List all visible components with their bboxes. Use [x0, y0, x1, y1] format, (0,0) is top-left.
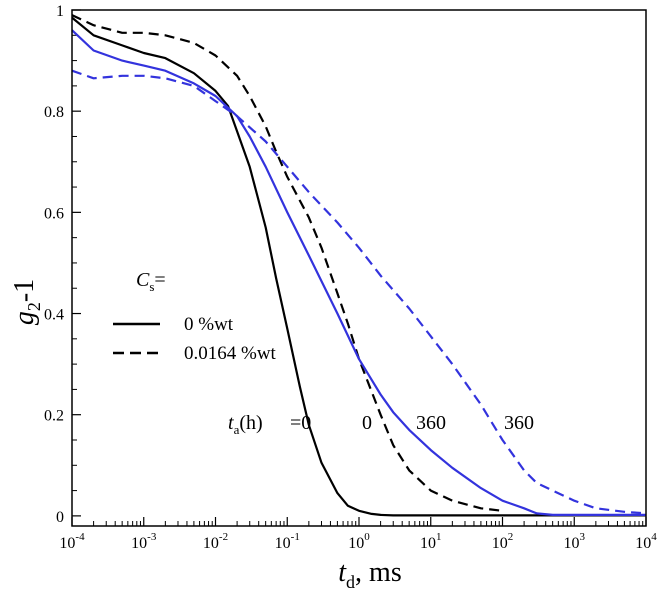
annotation-value-black-solid: =0 — [290, 412, 311, 434]
legend-label-dashed: 0.0164 %wt — [184, 343, 277, 364]
x-tick-label: 10-2 — [203, 531, 228, 552]
series-line-4 — [71, 69, 647, 515]
series-layer — [71, 14, 647, 517]
y-tick-label: 1 — [56, 3, 64, 20]
annotation-value-blue-dashed: 360 — [504, 412, 534, 434]
legend-label-solid: 0 %wt — [184, 314, 234, 335]
x-tick-label: 102 — [492, 531, 514, 552]
legend: Cs= 0 %wt 0.0164 %wt — [113, 269, 277, 364]
x-tick-label: 104 — [635, 531, 657, 552]
annotation-prefix: ta(h) — [228, 412, 263, 437]
series-line-1 — [71, 16, 646, 517]
x-axis-label: td, ms — [338, 557, 401, 589]
age-annotation: ta(h) =0 0 360 360 — [228, 412, 534, 437]
x-tick-label: 101 — [420, 531, 442, 552]
series-line-2 — [71, 14, 503, 512]
y-tick-label: 0.2 — [44, 408, 64, 425]
y-tick-label: 0.4 — [44, 307, 64, 324]
y-axis-label: g2-1 — [9, 279, 44, 325]
legend-title: Cs= — [136, 269, 166, 294]
x-tick-label: 103 — [564, 531, 586, 552]
annotation-value-blue-solid: 360 — [416, 412, 446, 434]
y-tick-label: 0.6 — [44, 205, 64, 222]
x-tick-label: 10-1 — [275, 531, 300, 552]
plot-frame — [71, 9, 647, 527]
y-tick-label: 0 — [56, 509, 64, 526]
y-tick-label: 0.8 — [44, 104, 64, 121]
series-line-3 — [71, 29, 646, 517]
x-tick-label: 100 — [348, 531, 370, 552]
x-tick-label: 10-3 — [131, 531, 157, 552]
annotation-value-black-dashed: 0 — [362, 412, 372, 434]
x-tick-label: 10-4 — [59, 531, 85, 552]
